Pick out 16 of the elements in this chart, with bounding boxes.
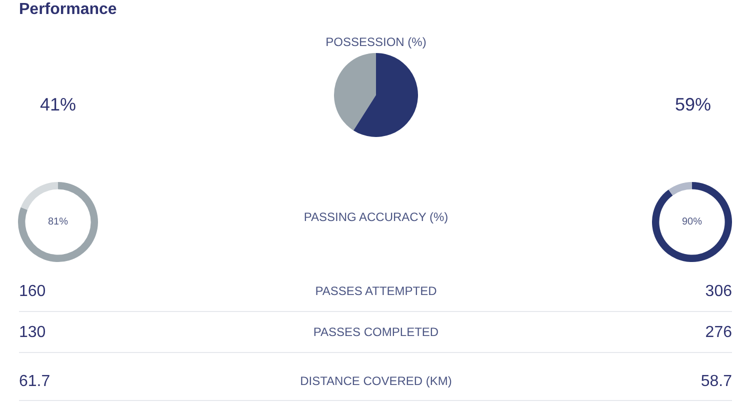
data-label: 276 xyxy=(705,324,732,342)
data-label: 306 xyxy=(705,282,732,302)
text: 41% xyxy=(40,94,76,116)
category-label: PASSES COMPLETED xyxy=(312,325,440,340)
data-label: 160 xyxy=(19,282,46,302)
chart-subtitle: POSSESSION (%) xyxy=(324,35,428,50)
category-label: DISTANCE COVERED (KM) xyxy=(299,374,453,389)
data-label: 130 xyxy=(19,324,46,342)
data-label: 90% xyxy=(680,216,703,228)
data-label: 61.7 xyxy=(19,372,50,392)
data-label: 81% xyxy=(46,216,69,228)
text: 59% xyxy=(674,94,711,116)
data-label: 58.7 xyxy=(700,372,732,392)
text: PASSING ACCURACY (%) xyxy=(302,210,450,225)
category-label: PASSES ATTEMPTED xyxy=(314,284,438,299)
text: Performance xyxy=(19,0,117,20)
